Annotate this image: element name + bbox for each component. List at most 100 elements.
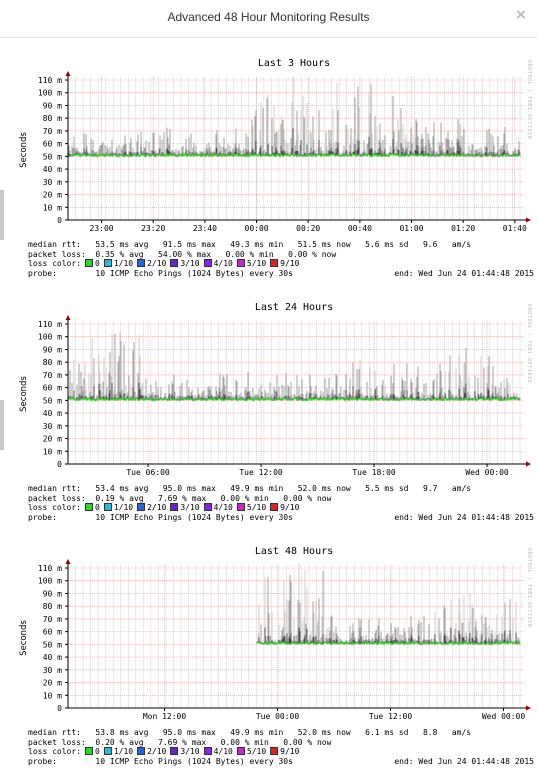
loss-color-value: 4/10 <box>213 503 233 513</box>
loss-color-value: 0 <box>94 747 100 757</box>
y-tick-label: 110 m <box>38 564 62 573</box>
y-tick-label: 30 m <box>43 178 62 187</box>
loss-color-value: 1/10 <box>113 503 134 513</box>
x-tick-label: Tue 18:00 <box>352 468 396 477</box>
y-tick-label: 110 m <box>38 320 62 329</box>
x-tick-label: Wed 00:00 <box>482 712 526 721</box>
chart-panel-0: 0 10 m 20 m 30 m 40 m 50 m 60 m 70 m 80 m 90 m 100… <box>4 50 534 290</box>
y-tick-label: 10 m <box>43 691 62 700</box>
chart-panel-1: 0 10 m 20 m 30 m 40 m 50 m 60 m 70 m 80 m 90 m 100… <box>4 294 534 534</box>
y-tick-label: 80 m <box>43 358 62 367</box>
probe-info: probe: 10 ICMP Echo Pings (1024 Bytes) e… <box>28 268 534 278</box>
y-tick-label: 0 <box>57 216 62 225</box>
y-tick-label: 90 m <box>43 101 62 110</box>
loss-color-value: 9/10 <box>280 747 300 757</box>
x-tick-label: 23:40 <box>193 224 217 233</box>
packet-loss-stats: packet loss: 0.20 % avg 7.69 % max 0.00 … <box>28 737 332 747</box>
loss-color-swatch <box>170 259 179 268</box>
x-tick-label: Wed 00:00 <box>465 468 509 477</box>
chart-svg: 0 10 m 20 m 30 m 40 m 50 m 60 m 70 m 80 m 90 m 100… <box>19 302 532 477</box>
x-tick-label: 00:40 <box>348 224 372 233</box>
end-time: end: Wed Jun 24 01:44:48 2015 <box>394 756 534 766</box>
loss-color-value: 0 <box>94 259 100 269</box>
loss-color-swatch <box>84 503 93 512</box>
x-tick-label: 23:20 <box>141 224 165 233</box>
loss-color-swatch <box>270 747 279 756</box>
loss-color-value: 1/10 <box>113 259 134 269</box>
loss-color-swatch <box>84 259 93 268</box>
y-tick-label: 50 m <box>43 640 62 649</box>
y-tick-label: 0 <box>57 460 62 469</box>
loss-color-swatch <box>203 503 212 512</box>
x-tick-label: Tue 06:00 <box>126 468 170 477</box>
y-axis-label: Seconds <box>19 376 29 412</box>
median-rtt-line <box>67 396 521 402</box>
y-tick-label: 20 m <box>43 679 62 688</box>
x-tick-label: 00:20 <box>296 224 320 233</box>
x-tick-label: 01:40 <box>503 224 527 233</box>
median-rtt-line <box>67 152 521 158</box>
y-tick-label: 10 m <box>43 447 62 456</box>
median-rtt-line <box>256 640 521 646</box>
y-axis-arrow <box>65 559 71 564</box>
loss-color-label: loss color: <box>28 259 81 269</box>
loss-color-value: 2/10 <box>147 747 167 757</box>
loss-color-value: 9/10 <box>280 503 300 513</box>
y-tick-label: 50 m <box>43 396 62 405</box>
loss-color-value: 2/10 <box>147 503 167 513</box>
loss-color-value: 4/10 <box>213 747 233 757</box>
loss-color-swatch <box>170 747 179 756</box>
loss-color-value: 5/10 <box>246 503 267 513</box>
loss-color-swatch <box>103 503 112 512</box>
loss-color-value: 3/10 <box>180 747 200 757</box>
loss-color-swatch <box>103 747 112 756</box>
end-time: end: Wed Jun 24 01:44:48 2015 <box>394 268 534 278</box>
y-tick-label: 10 m <box>43 203 62 212</box>
left-edge-decoration <box>0 190 4 240</box>
x-tick-label: Tue 12:00 <box>239 468 283 477</box>
stats-block: median rtt: 53.5 ms avg 91.5 ms max 49.3… <box>28 240 534 278</box>
loss-color-value: 9/10 <box>280 259 300 269</box>
loss-color-value: 2/10 <box>147 259 167 269</box>
x-axis-arrow <box>526 461 531 467</box>
y-tick-label: 40 m <box>43 165 62 174</box>
loss-color-swatch <box>270 259 279 268</box>
y-tick-label: 110 m <box>38 76 62 85</box>
loss-color-swatch <box>236 747 245 756</box>
dialog-title: Advanced 48 Hour Monitoring Results <box>167 10 370 24</box>
loss-color-swatch <box>137 259 146 268</box>
loss-color-label: loss color: <box>28 503 81 513</box>
y-tick-label: 30 m <box>43 422 62 431</box>
y-tick-label: 90 m <box>43 589 62 598</box>
chart-panel-2: 0 10 m 20 m 30 m 40 m 50 m 60 m 70 m 80 m 90 m 100… <box>4 538 534 778</box>
median-rtt-stats: median rtt: 53.8 ms avg 95.0 ms max 49.9… <box>28 728 472 737</box>
y-tick-label: 80 m <box>43 602 62 611</box>
y-tick-label: 100 m <box>38 577 62 586</box>
chart-svg: 0 10 m 20 m 30 m 40 m 50 m 60 m 70 m 80 m 90 m 100… <box>19 58 532 233</box>
loss-color-swatch <box>203 259 212 268</box>
chart-svg: 0 10 m 20 m 30 m 40 m 50 m 60 m 70 m 80 m 90 m 100… <box>19 546 532 721</box>
smoke-series <box>256 562 521 646</box>
y-tick-label: 40 m <box>43 653 62 662</box>
loss-color-value: 5/10 <box>246 259 267 269</box>
loss-color-swatch <box>84 747 93 756</box>
loss-color-legend: loss color: 0 1/10 2/10 3/10 4/10 5/10 9/10 <box>28 259 534 269</box>
loss-color-value: 4/10 <box>213 259 233 269</box>
y-tick-label: 20 m <box>43 191 62 200</box>
loss-color-swatch <box>236 503 245 512</box>
end-time: end: Wed Jun 24 01:44:48 2015 <box>394 512 534 522</box>
loss-color-legend: loss color: 0 1/10 2/10 3/10 4/10 5/10 9/10 <box>28 747 534 757</box>
y-tick-label: 60 m <box>43 384 62 393</box>
x-tick-label: Mon 12:00 <box>143 712 187 721</box>
chart-title: Last 3 Hours <box>258 58 330 69</box>
y-tick-label: 70 m <box>43 615 62 624</box>
loss-color-swatch <box>203 747 212 756</box>
loss-color-swatch <box>270 503 279 512</box>
close-button[interactable]: × <box>516 5 526 24</box>
x-axis-arrow <box>526 217 531 223</box>
median-rtt-stats: median rtt: 53.4 ms avg 95.0 ms max 49.9… <box>28 484 472 493</box>
x-axis-arrow <box>526 705 531 711</box>
loss-color-swatch <box>103 259 112 268</box>
y-tick-label: 60 m <box>43 140 62 149</box>
rrdtool-credit: RRDTOOL / TOBI OETIKER <box>526 304 532 384</box>
